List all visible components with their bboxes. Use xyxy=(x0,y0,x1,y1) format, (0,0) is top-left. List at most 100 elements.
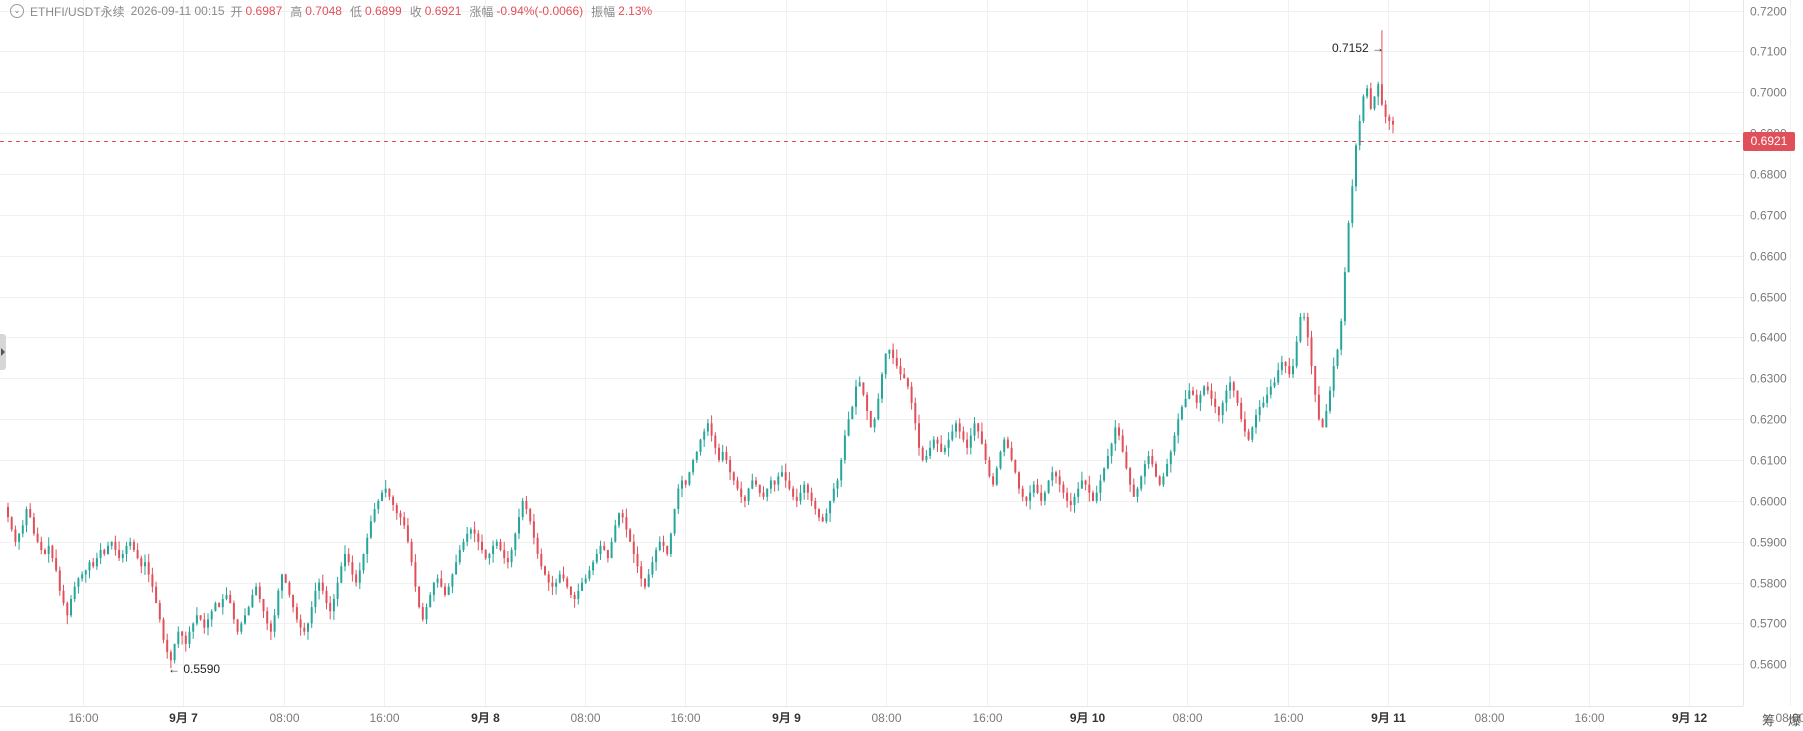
candle xyxy=(118,541,121,561)
candle-body xyxy=(1051,472,1054,481)
y-tick-label: 0.6200 xyxy=(1750,413,1787,427)
candle-body xyxy=(1247,431,1250,440)
candle xyxy=(840,457,843,487)
candle xyxy=(895,349,898,369)
candle xyxy=(25,506,28,533)
candle xyxy=(107,541,109,555)
candle xyxy=(599,540,602,560)
candle-body xyxy=(906,378,909,387)
candle-body xyxy=(555,582,558,587)
candle-body xyxy=(1177,419,1180,436)
candle xyxy=(207,613,209,636)
candle xyxy=(1214,391,1217,414)
candle xyxy=(1129,467,1132,492)
candle-body xyxy=(18,533,21,542)
candle xyxy=(281,573,283,599)
candle-body xyxy=(1243,419,1246,432)
candle-body xyxy=(984,443,987,460)
candle-body xyxy=(329,603,332,612)
candle xyxy=(1055,470,1057,484)
candle xyxy=(940,435,943,452)
candle xyxy=(1021,485,1024,502)
candle xyxy=(888,349,891,359)
candle-body xyxy=(1377,84,1380,97)
candle-body xyxy=(621,513,624,518)
candle-body xyxy=(347,554,350,563)
expand-panel-handle[interactable] xyxy=(0,334,6,370)
candle-body xyxy=(803,484,806,493)
candle xyxy=(395,502,398,520)
candle xyxy=(873,417,876,433)
candle-body xyxy=(403,517,406,526)
chip-distribution-button[interactable]: 筹 xyxy=(1762,713,1776,728)
candle xyxy=(1140,475,1143,492)
candle-body xyxy=(1066,492,1069,501)
candle xyxy=(1114,420,1117,451)
open-value: 0.6987 xyxy=(245,4,283,18)
candle-body xyxy=(977,423,980,432)
liquidation-button[interactable]: 爆 xyxy=(1788,713,1802,728)
candle-body xyxy=(581,582,583,591)
candle-body xyxy=(88,562,91,571)
candle-body xyxy=(962,431,965,440)
candle-body xyxy=(747,488,750,501)
candle xyxy=(55,549,58,573)
candle xyxy=(1092,490,1094,502)
candle xyxy=(1051,466,1054,487)
candle xyxy=(203,613,206,634)
candle-body xyxy=(199,615,202,620)
candle-body xyxy=(980,431,983,444)
price-axis[interactable]: 0.5600 0.5700 0.5800 0.5900 0.6000 0.6100 0.62… xyxy=(1750,5,1787,672)
candle-body xyxy=(536,537,539,554)
candle xyxy=(169,649,172,669)
y-tick-label: 0.7000 xyxy=(1750,86,1787,100)
candle xyxy=(862,382,865,397)
candle xyxy=(1343,267,1346,326)
candle-body xyxy=(277,590,280,616)
candle-body xyxy=(1255,415,1257,428)
symbol-label: ETHFI/USDT永续 xyxy=(30,4,125,19)
candle-body xyxy=(881,374,883,399)
candle xyxy=(332,594,335,621)
candle xyxy=(1251,426,1254,443)
candle xyxy=(743,495,746,508)
candle-body xyxy=(892,349,895,358)
candle-body xyxy=(406,525,409,542)
candle-body xyxy=(292,594,295,608)
x-tick-label: 16:00 xyxy=(1574,711,1604,725)
candle-body xyxy=(169,652,172,661)
candle xyxy=(714,432,717,455)
candle-body xyxy=(129,541,132,546)
low-label: 低 xyxy=(349,4,362,19)
candle-body xyxy=(462,541,465,550)
candle xyxy=(292,594,295,613)
candle-body xyxy=(684,480,687,485)
candle-body xyxy=(1147,456,1150,465)
candle-body xyxy=(829,500,832,514)
time-axis[interactable]: 16:00 9月 7 08:00 16:00 9月 8 08:00 16:00 9月 9 08:… xyxy=(68,711,1803,725)
candle-body xyxy=(369,521,372,538)
candle xyxy=(858,376,861,387)
candle xyxy=(1043,490,1046,506)
candle-body xyxy=(695,451,698,461)
candle xyxy=(1014,459,1017,474)
candle-body xyxy=(1029,492,1032,501)
candle xyxy=(1369,82,1372,110)
x-tick-label: 9月 8 xyxy=(471,711,500,725)
candle xyxy=(651,556,654,578)
candle-body xyxy=(688,472,691,485)
collapse-toggle-icon[interactable]: ⌄ xyxy=(10,4,24,18)
y-tick-label: 0.6100 xyxy=(1750,454,1787,468)
candle-body xyxy=(810,492,813,501)
candle-body xyxy=(218,603,221,608)
candle xyxy=(10,516,13,532)
candle xyxy=(758,484,761,497)
candle-body xyxy=(421,607,424,620)
candle-body xyxy=(458,549,461,563)
candle-body xyxy=(777,476,780,485)
candle xyxy=(644,578,646,590)
candle xyxy=(273,608,276,638)
candle-body xyxy=(144,562,146,567)
candle-body xyxy=(377,500,380,510)
